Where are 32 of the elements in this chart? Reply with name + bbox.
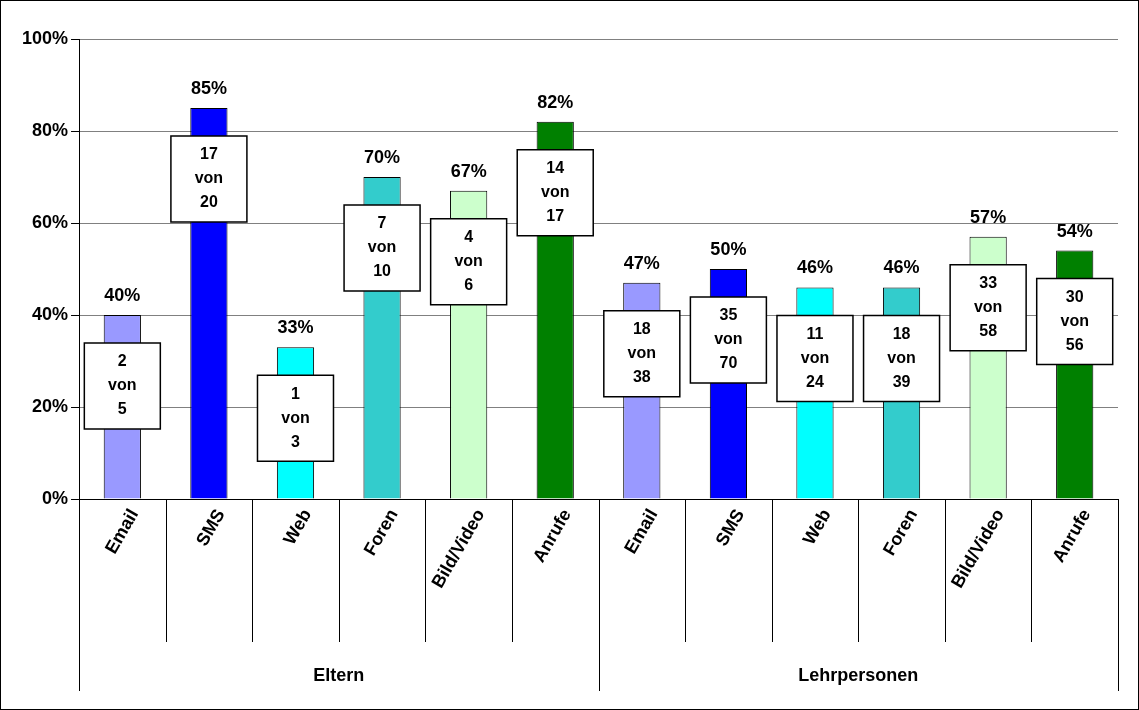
annotation: 14 von 17 <box>541 159 570 225</box>
data-label: 67% <box>450 160 487 181</box>
data-label: 85% <box>190 77 227 98</box>
data-label: 47% <box>623 252 660 273</box>
y-tick-label: 20% <box>32 395 69 416</box>
data-label: 46% <box>883 257 920 278</box>
annotation: 33 von 58 <box>973 274 1003 340</box>
data-label: 82% <box>537 91 574 112</box>
data-label: 40% <box>104 284 141 305</box>
annotation: 4 von 6 <box>454 228 483 294</box>
data-label: 70% <box>364 146 401 167</box>
data-label: 54% <box>1056 220 1093 241</box>
annotation: 1 von 3 <box>281 384 310 450</box>
annotation: 11 von 24 <box>800 324 830 390</box>
annotation: 30 von 56 <box>1060 288 1089 354</box>
y-tick-label: 60% <box>32 211 69 232</box>
data-label: 57% <box>970 206 1007 227</box>
text: Lehrpersonen <box>798 664 919 685</box>
annotation: 18 von 38 <box>627 320 657 386</box>
y-tick-label: 80% <box>32 119 69 140</box>
annotation: 18 von 39 <box>887 324 916 390</box>
text: Eltern <box>313 664 365 685</box>
data-label: 46% <box>796 257 833 278</box>
data-label: 50% <box>710 238 747 259</box>
y-tick-label: 0% <box>42 487 69 508</box>
annotation: 2 von 5 <box>108 352 137 418</box>
annotation: 17 von 20 <box>194 145 224 211</box>
annotation: 7 von 10 <box>367 214 397 280</box>
y-tick-label: 100% <box>21 27 69 48</box>
annotation: 35 von 70 <box>714 306 743 372</box>
y-tick-label: 40% <box>32 303 69 324</box>
data-label: 33% <box>277 317 314 338</box>
